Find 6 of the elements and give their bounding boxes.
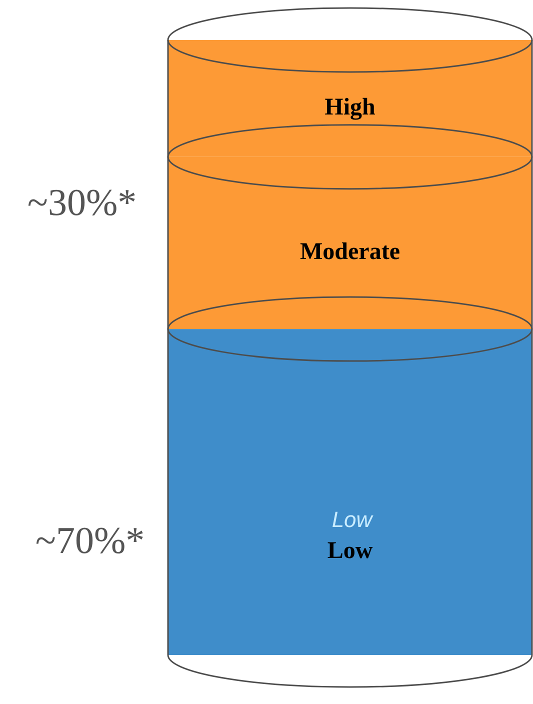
text: ~70%*: [35, 520, 145, 562]
text: ~30%*: [27, 182, 137, 224]
annotation: Low: [332, 507, 374, 532]
series-label: Moderate: [300, 238, 400, 265]
series-label: Low: [327, 538, 374, 564]
series-label: High: [324, 94, 376, 120]
